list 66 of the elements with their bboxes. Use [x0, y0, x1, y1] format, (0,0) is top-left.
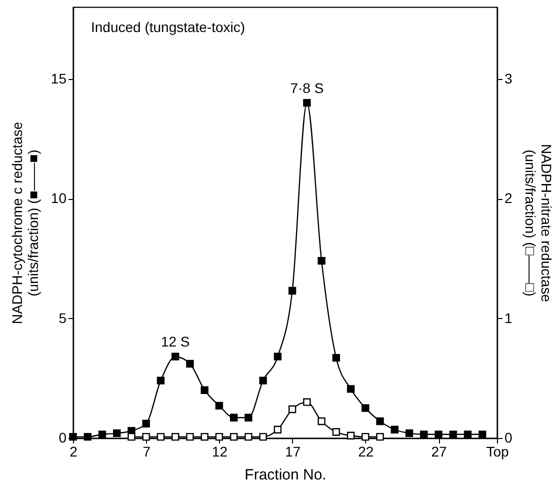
point: [172, 432, 180, 441]
point: [362, 432, 370, 441]
point: [230, 432, 238, 441]
point: [288, 405, 296, 414]
point: [274, 426, 282, 434]
annotation: 7·8 S: [290, 80, 324, 96]
annotation: Induced (tungstate-toxic): [91, 19, 246, 35]
point: [376, 417, 384, 426]
y2-axis-title: NADPH-nitrate reductase (units/fraction) (□——□): [522, 144, 553, 302]
y2-tick-label: 2: [504, 190, 512, 206]
point: [215, 402, 224, 410]
point: [464, 430, 472, 438]
point: [172, 352, 180, 360]
x-tick-label: 17: [285, 444, 301, 460]
point: [142, 432, 150, 441]
point: [332, 354, 340, 362]
point: [362, 404, 370, 412]
point: [449, 430, 457, 438]
y2-tick-label: 0: [504, 430, 512, 446]
point: [303, 398, 311, 406]
point: [259, 432, 267, 441]
x-tick-label: 2: [70, 444, 78, 460]
x-tick-label: 12: [212, 444, 228, 460]
point: [244, 414, 252, 422]
y2-tick-label: 3: [504, 70, 512, 86]
y-tick-label: 0: [58, 430, 67, 446]
point: [259, 376, 267, 384]
point: [332, 428, 340, 436]
point: [303, 98, 311, 107]
y-tick-label: 5: [58, 310, 67, 326]
x-axis-title: Fraction No.: [244, 466, 326, 484]
point: [318, 417, 326, 426]
y-axis-title: NADPH-cytochrome c reductase (units/fraction) (■——■): [8, 122, 41, 324]
point: [200, 386, 208, 394]
point: [288, 286, 296, 295]
point: [98, 430, 106, 438]
x-tick-label: 27: [431, 444, 448, 460]
point: [186, 432, 194, 441]
point: [478, 430, 486, 438]
point: [244, 432, 252, 441]
y-tick-label: 10: [50, 190, 67, 206]
point: [230, 414, 238, 422]
point: [200, 432, 208, 441]
point: [405, 429, 414, 438]
y-tick-label: 15: [50, 70, 67, 86]
point: [346, 385, 355, 393]
annotation: 12 S: [160, 334, 190, 350]
point: [142, 420, 150, 428]
y2-tick-label: 1: [504, 310, 512, 326]
point: [128, 432, 136, 441]
point: [390, 426, 398, 434]
point: [215, 432, 224, 441]
point: [156, 432, 165, 441]
point: [420, 430, 428, 438]
x-tick-label: Top: [486, 444, 509, 460]
point: [318, 256, 326, 265]
point: [346, 432, 355, 440]
point: [113, 429, 121, 438]
point: [156, 376, 165, 384]
point: [186, 360, 194, 368]
point: [84, 432, 92, 441]
x-tick-label: 7: [142, 444, 151, 460]
point: [376, 432, 384, 441]
point: [274, 352, 282, 360]
point: [434, 430, 442, 438]
x-tick-label: 22: [358, 444, 374, 460]
